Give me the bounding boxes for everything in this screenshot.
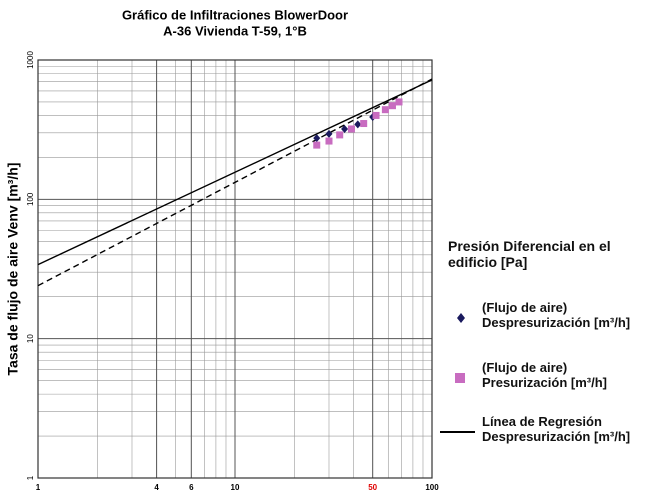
line — [37, 78, 433, 287]
x-tick-label: 100 — [425, 483, 439, 492]
legend-title: Presión Diferencial en el edificio [Pa] — [448, 238, 611, 270]
point — [381, 106, 389, 114]
y-tick-label: 1000 — [26, 51, 35, 69]
chart-title: Gráfico de Infiltraciones BlowerDoor — [122, 7, 348, 22]
point — [354, 120, 362, 129]
legend-label: Línea de Regresión Despresurización [m³/… — [482, 414, 631, 444]
point — [325, 129, 333, 138]
x-tick-label: 6 — [189, 483, 194, 492]
point — [341, 124, 349, 133]
legend-label: (Flujo de aire) Despresurización [m³/h] — [482, 300, 631, 330]
point — [395, 98, 403, 106]
x-tick-label: 1 — [36, 483, 41, 492]
legend-swatch — [457, 313, 465, 323]
line — [37, 79, 433, 266]
point — [347, 125, 355, 133]
point — [325, 137, 333, 145]
point — [336, 131, 344, 139]
y-tick-label: 100 — [26, 192, 35, 206]
y-tick-label: 10 — [26, 334, 35, 343]
x-tick-label: 4 — [154, 483, 159, 492]
y-axis-label: Tasa de flujo de aire Venv [m³/h] — [5, 163, 21, 376]
plot-frame — [37, 59, 433, 479]
chart-subtitle: A-36 Vivienda T-59, 1°B — [163, 23, 307, 38]
point — [372, 111, 380, 119]
x-tick-label: 50 — [368, 483, 377, 492]
point — [313, 141, 321, 149]
x-tick-label: 10 — [231, 483, 240, 492]
y-tick-label: 1 — [26, 475, 35, 480]
point — [360, 120, 368, 128]
point — [313, 134, 321, 143]
legend-swatch — [455, 373, 465, 383]
legend-label: (Flujo de aire) Presurización [m³/h] — [482, 360, 607, 390]
point — [388, 102, 396, 110]
